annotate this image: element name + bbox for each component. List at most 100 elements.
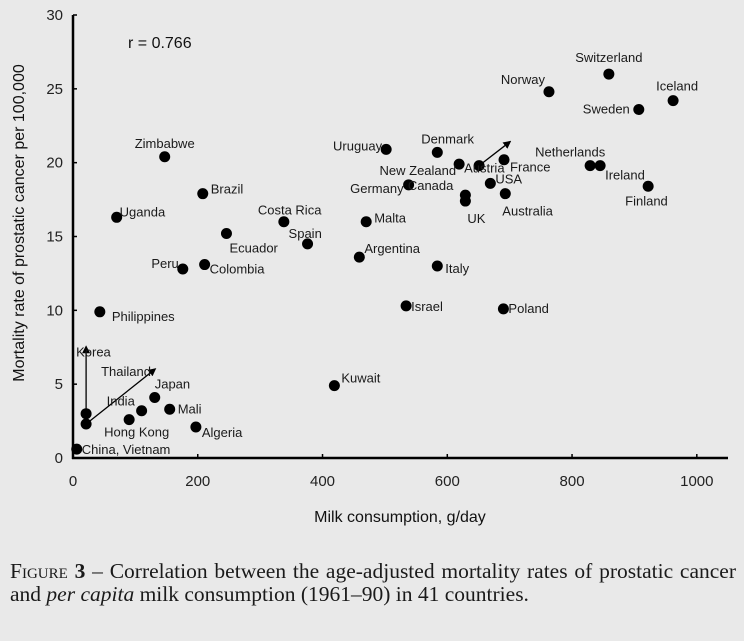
point-norway (543, 86, 555, 98)
label-austria: Austria (464, 161, 505, 176)
point-japan (149, 391, 161, 403)
y-tick-label: 0 (55, 450, 63, 467)
point-zimbabwe (159, 151, 171, 163)
point-france (498, 154, 510, 166)
y-ticks: 0 5 10 15 20 25 30 (46, 7, 77, 467)
x-tick-label: 200 (185, 473, 210, 490)
label-argentina: Argentina (364, 241, 420, 256)
point-poland (497, 303, 509, 315)
x-tick-label: 800 (560, 473, 585, 490)
correlation-annotation: r = 0.766 (128, 35, 192, 52)
label-malta: Malta (374, 211, 407, 226)
x-tick-label: 400 (310, 473, 335, 490)
caption-text-1: Correlation between the age-adjusted mor… (10, 559, 737, 606)
point-malta (360, 216, 372, 228)
label-denmark: Denmark (421, 131, 474, 146)
y-tick-label: 5 (55, 376, 63, 393)
scatter-chart: 0 200 400 600 800 1000 0 5 10 15 20 25 30 r = 0.766… (11, 7, 728, 526)
figure-number: 3 (74, 559, 86, 583)
point-new-zealand (453, 158, 465, 170)
data-points (71, 68, 679, 455)
label-uk: UK (467, 211, 485, 226)
label-zimbabwe: Zimbabwe (135, 136, 195, 151)
point-uganda (111, 211, 123, 223)
label-ecuador: Ecuador (229, 241, 278, 256)
label-algeria: Algeria (202, 425, 243, 440)
y-tick-label: 25 (46, 81, 63, 98)
caption-dash: – (85, 559, 110, 583)
point-costa-rica (278, 216, 290, 228)
label-spain: Spain (289, 226, 322, 241)
point-netherlands (584, 160, 596, 172)
point-india (136, 405, 148, 417)
point-usa (484, 177, 496, 189)
figure-caption: Figure 3 – Correlation between the age-a… (10, 560, 736, 606)
point-colombia (199, 259, 211, 271)
point-iceland (667, 95, 679, 107)
label-australia: Australia (502, 204, 553, 219)
point-algeria (190, 421, 202, 433)
label-peru: Peru (151, 256, 178, 271)
label-hong-kong: Hong Kong (104, 425, 169, 440)
point-finland (642, 180, 654, 192)
label-costa-rica: Costa Rica (258, 203, 322, 218)
y-tick-label: 30 (46, 7, 63, 24)
label-uganda: Uganda (120, 204, 166, 219)
point-mali (164, 403, 176, 415)
point-israel (400, 300, 412, 312)
point-korea (80, 408, 92, 420)
point-australia (499, 188, 511, 200)
point-labels: Switzerland Norway Iceland Sweden Zimbabwe Ur… (76, 50, 698, 457)
point-italy (431, 260, 443, 272)
label-ireland: Ireland (605, 168, 645, 183)
y-axis-title: Mortality rate of prostatic cancer per 1… (11, 64, 28, 382)
point-argentina (353, 251, 365, 263)
label-france: France (510, 160, 550, 175)
x-tick-label: 0 (69, 473, 77, 490)
label-canada: Canada (408, 178, 454, 193)
label-finland: Finland (625, 193, 668, 208)
caption-italic: per capita (46, 582, 135, 606)
figure-label: Figure (10, 559, 68, 583)
point-switzerland (603, 68, 615, 80)
point-denmark (431, 146, 443, 158)
label-india: India (107, 394, 136, 409)
x-ticks: 0 200 400 600 800 1000 (69, 454, 713, 490)
label-mali: Mali (178, 401, 202, 416)
point-thailand (80, 418, 92, 430)
label-new-zealand: New Zealand (380, 163, 457, 178)
label-brazil: Brazil (211, 182, 244, 197)
label-japan: Japan (155, 376, 190, 391)
point-philippines (94, 306, 106, 318)
x-tick-label: 600 (435, 473, 460, 490)
point-hong-kong (123, 414, 135, 426)
point-peru (177, 263, 189, 275)
label-italy: Italy (445, 261, 469, 276)
label-china-vietnam: China, Vietnam (82, 442, 171, 457)
axes (71, 15, 728, 460)
arrow-thailand (85, 368, 157, 425)
label-switzerland: Switzerland (575, 50, 642, 65)
arrows (82, 140, 512, 425)
point-spain (302, 238, 314, 250)
label-netherlands: Netherlands (535, 145, 606, 160)
x-axis-title: Milk consumption, g/day (314, 509, 486, 526)
point-germany (403, 179, 415, 191)
label-usa: USA (495, 171, 522, 186)
label-iceland: Iceland (656, 79, 698, 94)
point-sweden (633, 104, 645, 116)
point-austria (473, 160, 485, 172)
point-uk (459, 195, 471, 207)
caption-text-2: milk consumption (1961–90) in 41 countri… (134, 582, 529, 606)
point-ireland (594, 160, 606, 172)
point-uruguay (380, 143, 392, 155)
y-tick-label: 10 (46, 302, 63, 319)
arrow-austria (478, 140, 512, 167)
label-philippines: Philippines (112, 309, 175, 324)
label-colombia: Colombia (210, 262, 266, 277)
point-kuwait (328, 380, 340, 392)
x-tick-label: 1000 (680, 473, 713, 490)
y-tick-label: 15 (46, 229, 63, 246)
label-uruguay: Uruguay (333, 138, 383, 153)
point-china-vietnam (71, 443, 83, 455)
